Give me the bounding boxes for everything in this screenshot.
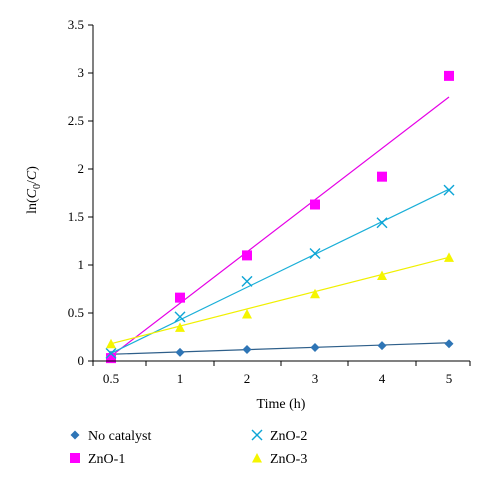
y-tick-label: 1.5: [68, 209, 84, 224]
y-axis-title-part: C: [25, 188, 40, 198]
y-axis-title-part: ): [25, 166, 40, 171]
legend-marker-zno-3: [252, 453, 262, 463]
legend-label: ZnO-2: [270, 429, 307, 444]
legend-item-zno-1: ZnO-1: [70, 452, 125, 467]
point-zno-1: [310, 199, 320, 210]
point-zno-2: [443, 184, 455, 196]
trendline-zno-2: [110, 188, 450, 354]
y-axis-title-part: ln(: [25, 198, 40, 214]
point-no-catalyst: [444, 339, 454, 349]
point-zno-1: [444, 70, 454, 81]
x-tick-label: 1: [177, 371, 184, 386]
trendline-no-catalyst: [110, 342, 450, 355]
legend-label: No catalyst: [88, 429, 151, 444]
point-zno-2: [309, 247, 321, 259]
x-tick-label: 2: [244, 371, 251, 386]
point-no-catalyst: [377, 341, 387, 351]
legend-marker-zno-2: [251, 429, 263, 441]
point-zno-2: [105, 347, 117, 359]
y-tick-label: 3: [78, 65, 85, 80]
legend-marker-zno-1: [70, 453, 80, 463]
point-zno-3: [175, 322, 185, 332]
point-zno-2: [376, 217, 388, 229]
point-zno-3: [377, 270, 387, 281]
point-zno-1: [242, 250, 252, 261]
legend-item-zno-2: ZnO-2: [251, 429, 307, 444]
x-tick-label: 4: [379, 371, 386, 386]
point-zno-1: [175, 292, 185, 303]
x-tick-label: 0.5: [103, 371, 119, 386]
y-axis-title-part: 0: [32, 184, 43, 189]
point-no-catalyst: [175, 347, 185, 357]
legend-item-no-catalyst: No catalyst: [70, 429, 151, 444]
axes: 0 0.5 1 1.5 2 2.5 3 3.5 0.5 1 2 3 4 5: [68, 17, 471, 386]
legend: No catalyst ZnO-2 ZnO-1 ZnO-3: [70, 429, 307, 467]
y-axis-title-part: /: [25, 180, 40, 184]
trendlines: [110, 96, 450, 357]
legend-label: ZnO-3: [270, 452, 307, 467]
trendline-zno-1: [110, 96, 450, 357]
y-axis-title: ln(C0/C): [25, 166, 43, 214]
y-tick-label: 0: [78, 353, 85, 368]
point-zno-3: [310, 288, 320, 299]
y-tick-label: 3.5: [68, 17, 84, 32]
trendline-zno-3: [110, 256, 450, 345]
point-zno-3: [242, 308, 252, 319]
point-zno-3: [444, 252, 454, 262]
legend-item-zno-3: ZnO-3: [252, 452, 307, 467]
point-zno-3: [106, 338, 116, 349]
y-tick-label: 1: [78, 257, 85, 272]
point-zno-2: [241, 275, 253, 287]
y-tick-label: 2.5: [68, 113, 84, 128]
y-tick-label: 2: [78, 161, 85, 176]
point-zno-1: [377, 171, 387, 182]
legend-marker-no-catalyst: [70, 430, 80, 440]
data-markers: [105, 70, 455, 364]
point-zno-1: [106, 353, 116, 364]
y-tick-label: 0.5: [68, 305, 84, 320]
legend-label: ZnO-1: [88, 452, 125, 467]
point-no-catalyst: [310, 343, 320, 353]
y-axis-title-part: C: [25, 170, 40, 180]
x-tick-label: 3: [312, 371, 319, 386]
point-no-catalyst: [242, 344, 252, 354]
x-axis-title: Time (h): [257, 397, 306, 412]
x-tick-label: 5: [446, 371, 453, 386]
point-zno-2: [174, 311, 186, 323]
